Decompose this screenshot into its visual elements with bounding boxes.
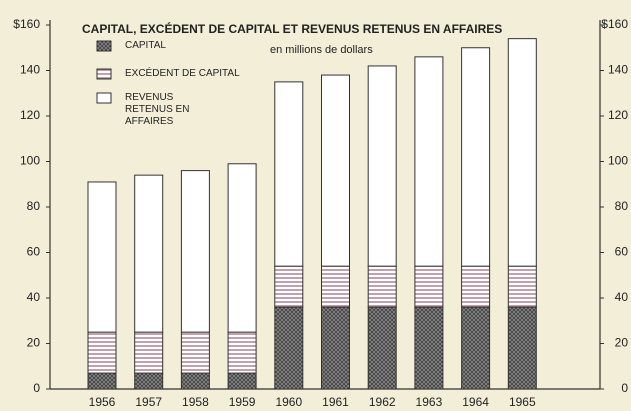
legend-label: EXCÉDENT DE CAPITAL xyxy=(125,68,240,79)
x-tick-label: 1964 xyxy=(462,395,489,409)
bar-segment xyxy=(461,306,491,390)
bar-segment xyxy=(367,306,397,390)
legend-label: CAPITAL xyxy=(125,40,166,51)
y-tick-label: 100 xyxy=(20,154,40,168)
bar-segment xyxy=(180,372,210,390)
x-tick-label: 1960 xyxy=(275,395,302,409)
chart-title: CAPITAL, EXCÉDENT DE CAPITAL ET REVENUS … xyxy=(82,21,502,36)
legend-swatch xyxy=(96,40,112,52)
y-tick-label: 20 xyxy=(27,336,41,350)
y-tick-label: 60 xyxy=(27,245,41,259)
bar-segment xyxy=(414,265,444,308)
y-tick-label: 0 xyxy=(33,381,40,395)
y2-tick-label: 140 xyxy=(608,63,628,77)
bar-segment xyxy=(227,163,257,333)
x-tick-label: 1962 xyxy=(369,395,396,409)
legend-label: REVENUS RETENUS EN AFFAIRES xyxy=(125,92,190,127)
y2-tick-label: 0 xyxy=(621,381,628,395)
bar-segment xyxy=(321,265,350,308)
bar-segment xyxy=(180,170,210,333)
y-tick-label: 80 xyxy=(27,199,41,213)
y2-tick-label: 120 xyxy=(608,108,628,122)
bar-segment xyxy=(507,306,537,390)
bar-segment xyxy=(134,331,164,374)
y2-tick-label: 40 xyxy=(615,290,629,304)
y-tick-label: $160 xyxy=(13,17,40,31)
y-tick-label: 120 xyxy=(20,108,40,122)
x-tick-label: 1963 xyxy=(416,395,443,409)
x-tick-label: 1957 xyxy=(135,395,162,409)
chart-subtitle: en millions de dollars xyxy=(270,44,373,56)
legend-swatch xyxy=(96,92,112,104)
x-tick-label: 1961 xyxy=(322,395,349,409)
bar-segment xyxy=(180,331,210,374)
bar-segment xyxy=(87,331,117,374)
bar-segment xyxy=(321,74,350,267)
bar-segment xyxy=(321,306,350,390)
x-tick-label: 1965 xyxy=(509,395,536,409)
bar-segment xyxy=(461,47,491,267)
bar-segment xyxy=(134,174,164,333)
bar-segment xyxy=(274,265,304,308)
legend-swatch xyxy=(96,68,112,80)
x-tick-label: 1956 xyxy=(89,395,116,409)
bar-segment xyxy=(507,38,537,267)
bar-segment xyxy=(367,265,397,308)
bar-segment xyxy=(274,81,304,267)
y-tick-label: 140 xyxy=(20,63,40,77)
y2-tick-label: 100 xyxy=(608,154,628,168)
bar-segment xyxy=(461,265,491,308)
y2-tick-label: 60 xyxy=(615,245,629,259)
x-tick-label: 1959 xyxy=(229,395,256,409)
bar-segment xyxy=(414,306,444,390)
y2-tick-label: $160 xyxy=(601,17,628,31)
y2-tick-label: 80 xyxy=(615,199,629,213)
bar-segment xyxy=(227,331,257,374)
y2-tick-label: 20 xyxy=(615,336,629,350)
bar-segment xyxy=(227,372,257,390)
x-tick-label: 1958 xyxy=(182,395,209,409)
bar-segment xyxy=(87,181,117,333)
bar-segment xyxy=(507,265,537,308)
bar-segment xyxy=(134,372,164,390)
bar-segment xyxy=(414,56,444,267)
bar-segment xyxy=(367,65,397,267)
bar-segment xyxy=(87,372,117,390)
bar-segment xyxy=(274,306,304,390)
y-tick-label: 40 xyxy=(27,290,41,304)
